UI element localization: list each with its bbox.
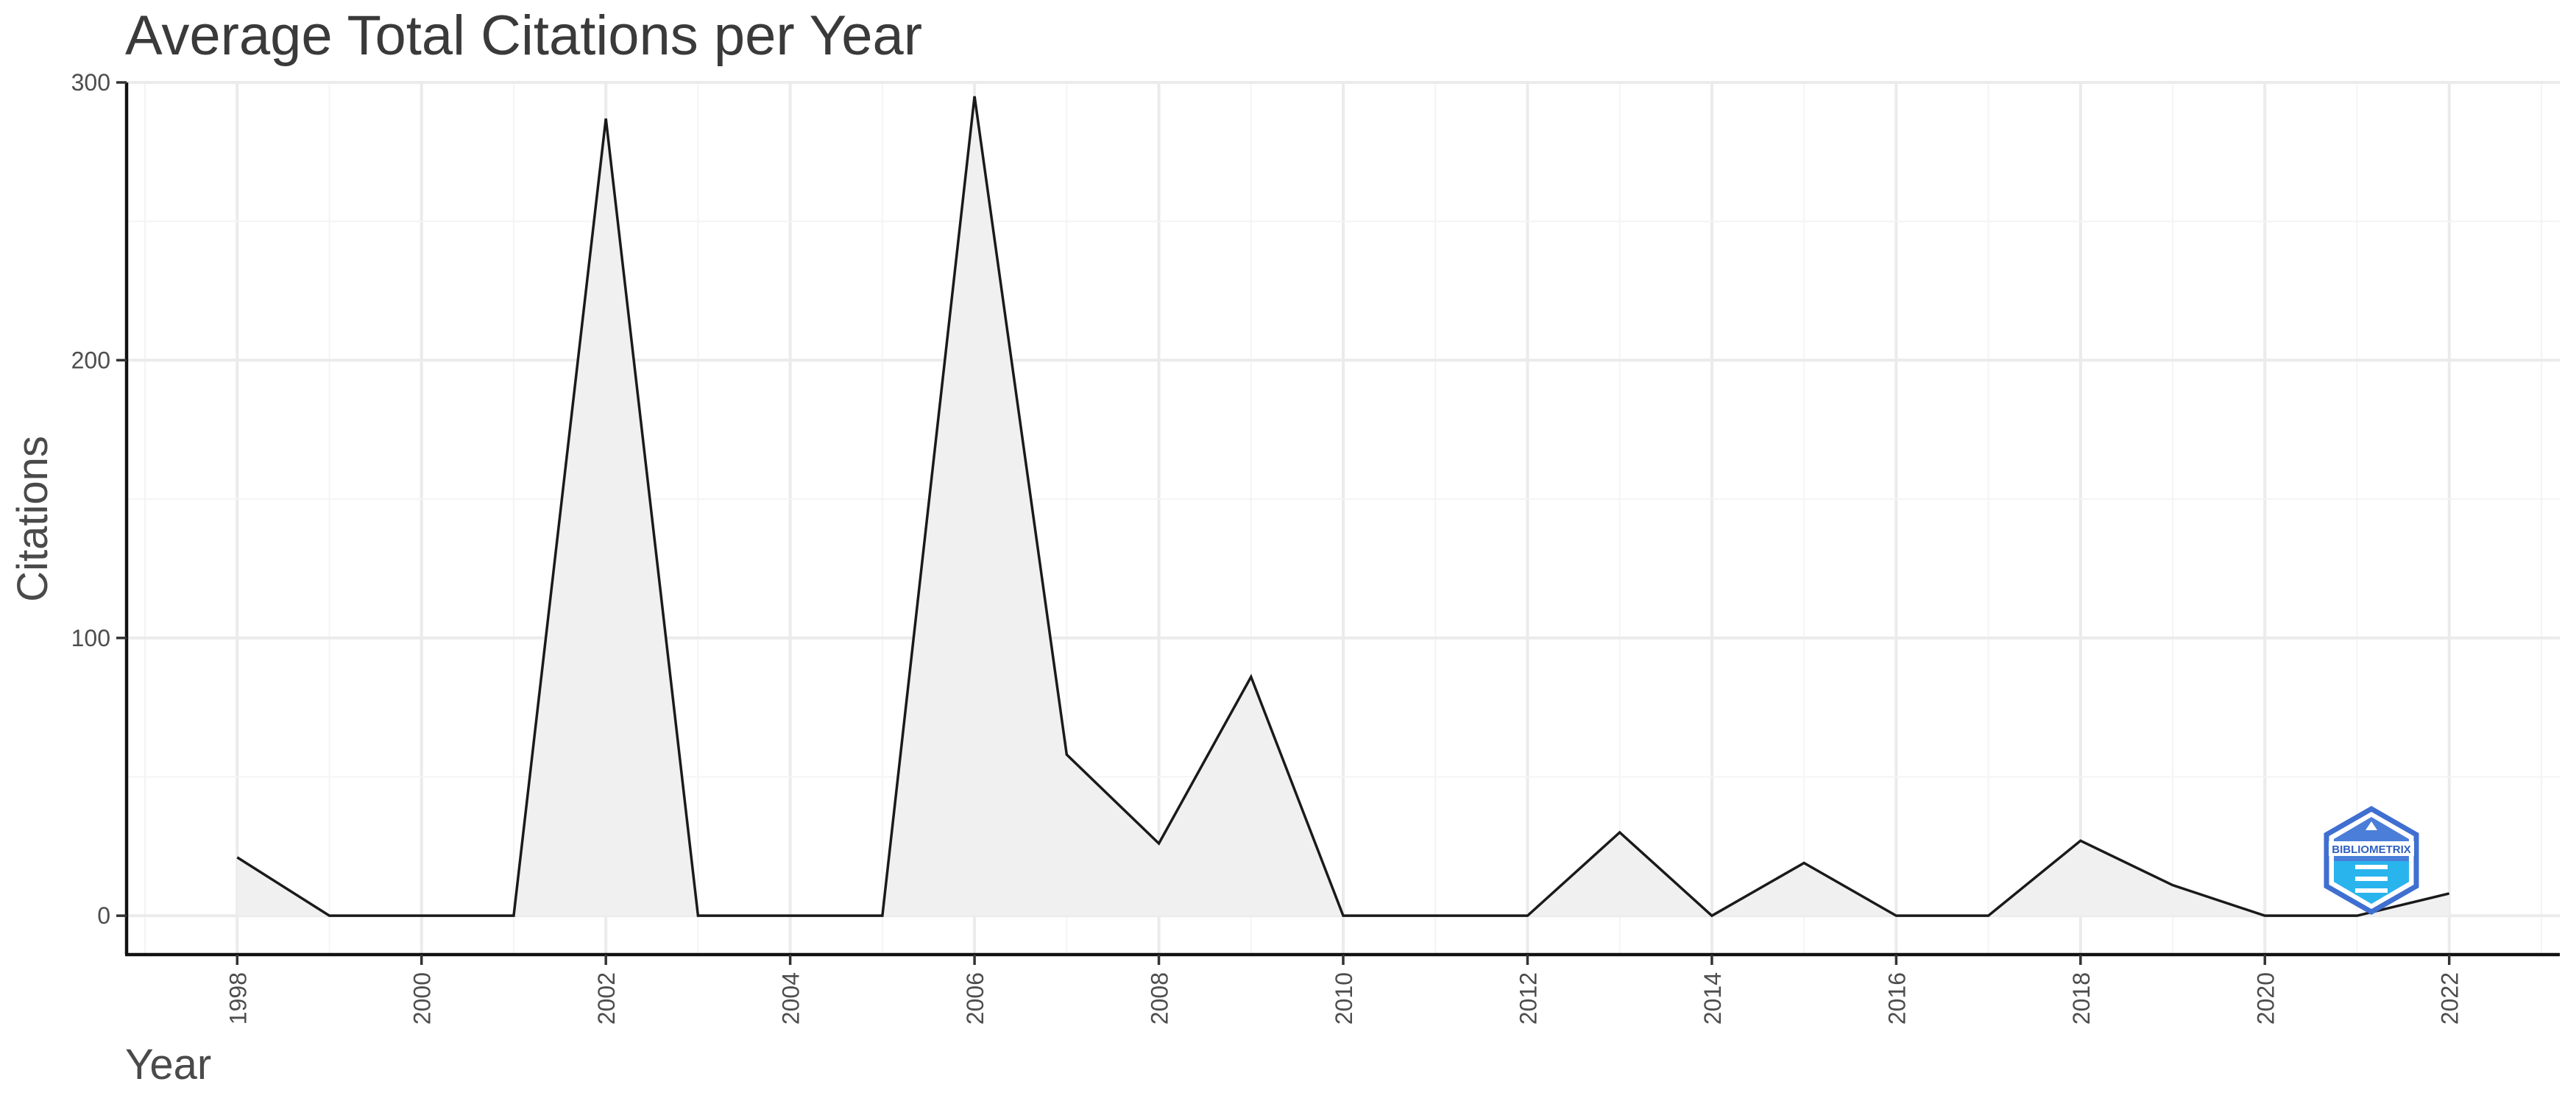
watermark-text: BIBLIOMETRIX <box>2332 843 2411 856</box>
y-tick-label: 0 <box>97 902 110 929</box>
x-tick-label: 2016 <box>1883 972 1910 1025</box>
x-tick-label: 2000 <box>409 972 436 1025</box>
y-axis-title: Citations <box>9 436 57 602</box>
tick-labels: 0 100 200 300 1998 2000 2002 2004 2006 2008 2010 20… <box>71 69 2463 1025</box>
y-tick-label: 100 <box>71 625 110 651</box>
grid <box>127 81 2560 955</box>
y-tick-label: 300 <box>71 69 110 96</box>
x-tick-label: 1998 <box>224 972 251 1025</box>
chart-title: Average Total Citations per Year <box>125 4 922 67</box>
series-line <box>236 96 2450 918</box>
x-tick-label: 2008 <box>1147 972 1173 1025</box>
x-tick-label: 2022 <box>2437 972 2463 1025</box>
x-axis-title: Year <box>125 1041 211 1089</box>
watermark-logo-icon: BIBLIOMETRIX <box>2324 805 2419 916</box>
x-tick-label: 2014 <box>1699 972 1726 1025</box>
x-tick-label: 2010 <box>1331 972 1357 1025</box>
y-tick-label: 200 <box>71 347 110 373</box>
axes <box>116 81 2560 965</box>
x-tick-label: 2006 <box>962 972 988 1025</box>
x-tick-label: 2012 <box>1515 972 1541 1025</box>
x-tick-label: 2020 <box>2252 972 2279 1025</box>
x-tick-label: 2004 <box>778 972 804 1025</box>
x-tick-label: 2018 <box>2068 972 2095 1025</box>
x-tick-label: 2002 <box>593 972 620 1025</box>
